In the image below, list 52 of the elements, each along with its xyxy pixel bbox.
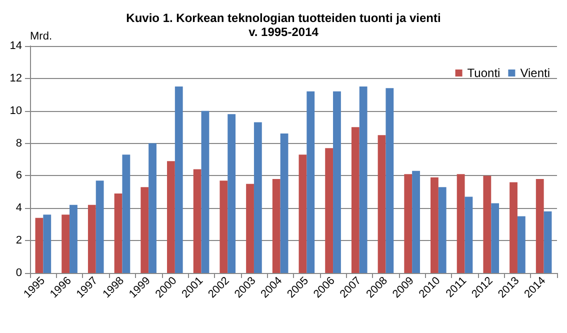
bar — [167, 161, 175, 273]
bar — [351, 127, 360, 273]
bar — [378, 135, 386, 273]
bar — [174, 86, 183, 273]
bar — [412, 170, 420, 273]
legend-label: Tuonti — [467, 66, 500, 80]
bar — [148, 143, 156, 273]
bar — [254, 122, 262, 273]
bar — [536, 178, 544, 273]
bar — [88, 204, 96, 273]
bar — [333, 91, 341, 273]
bar — [298, 154, 307, 273]
bar — [491, 203, 500, 273]
chart-title: Kuvio 1. Korkean teknologian tuotteiden tuonti ja vienti v. 1995-2014 — [126, 11, 441, 39]
bar — [201, 110, 210, 273]
bar — [62, 214, 70, 273]
bar — [404, 174, 412, 273]
bar — [306, 91, 315, 273]
bar — [122, 154, 130, 273]
bar — [43, 214, 52, 273]
bar — [114, 194, 122, 273]
bar — [510, 182, 518, 273]
bar — [483, 176, 492, 273]
bar — [272, 178, 280, 273]
legend-label: Vienti — [520, 66, 550, 80]
y-tick-label: 6 — [16, 170, 22, 182]
bar — [464, 196, 473, 273]
y-tick-label: 4 — [16, 202, 22, 214]
y-tick-label: 8 — [16, 137, 22, 150]
bar — [544, 211, 552, 273]
y-tick-label: 2 — [16, 234, 22, 247]
bar — [359, 86, 368, 273]
bar — [325, 148, 334, 273]
bar — [228, 114, 236, 273]
y-tick-label: 12 — [10, 72, 22, 84]
bar — [280, 134, 288, 273]
y-axis-title: Mrd. — [30, 30, 52, 42]
y-tick-label: 0 — [16, 267, 22, 279]
bar — [70, 204, 78, 273]
y-tick-label: 10 — [10, 104, 22, 117]
bar — [193, 169, 202, 273]
bar — [96, 180, 104, 273]
bar — [456, 174, 465, 273]
y-tick-label: 14 — [10, 40, 22, 52]
bar — [386, 88, 394, 273]
bar — [35, 218, 44, 273]
bar — [140, 187, 149, 273]
bar — [438, 187, 446, 273]
bar — [220, 180, 228, 273]
bar — [517, 216, 526, 273]
bar — [246, 184, 254, 273]
bar — [430, 177, 438, 273]
